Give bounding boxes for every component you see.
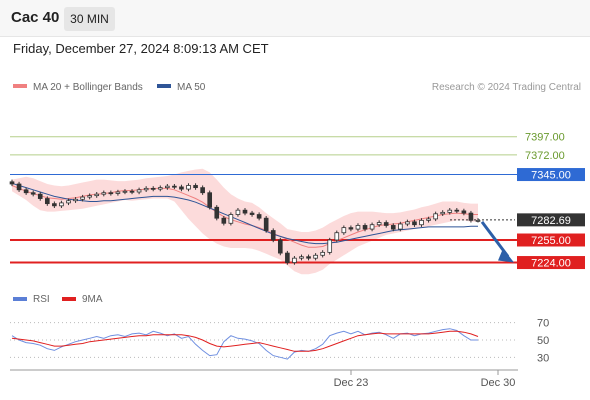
indicator-tick-label: 30 [537,352,549,364]
candle-body [320,251,325,256]
candle-body [150,187,156,190]
level-label: 7397.00 [525,132,565,144]
candle-body [73,198,78,202]
candle-body [9,181,15,185]
candle-body [277,239,283,254]
level-label-box [517,233,585,247]
candle-body [143,187,149,191]
candle-body [433,213,438,220]
legend-label: MA 20 + Bollinger Bands [33,82,143,93]
candle-body [334,232,340,241]
candle-body [52,203,57,207]
level-label-box [517,213,585,227]
candle-body [242,209,248,214]
candle-body [362,225,368,230]
candle-body [475,219,481,222]
candle-body [37,193,43,199]
candle-body [398,223,403,230]
candle-body [16,183,22,191]
candle-body [235,209,241,215]
chart-credit: Research © 2024 Trading Central [432,82,581,93]
level-label: 7345.00 [531,170,571,182]
candle-body [440,211,446,215]
candle-body [221,217,227,224]
candle-body [59,202,64,207]
candle-body [129,190,135,193]
candle-body [355,225,361,230]
candle-body [172,185,177,188]
timeframe-button[interactable]: 30 MIN [64,7,115,31]
candle-body [87,195,92,198]
candle-body [341,227,347,234]
candle-body [405,221,410,225]
candle-body [292,257,297,263]
forecast-arrow-head [498,248,514,263]
indicator-legend-label: RSI [33,294,50,305]
candle-body [186,185,191,190]
candle-body [136,189,142,193]
top-bar: Cac 40 30 MIN [0,0,590,37]
candle-body [200,187,205,194]
x-tick-label: Dec 30 [481,377,516,389]
candle-body [193,185,198,189]
candle-body [299,256,304,259]
candle-body [94,193,100,197]
candle-body [228,214,234,224]
candle-body [263,217,269,231]
legend-swatch [13,84,27,88]
candle-body [447,209,453,213]
level-label-box [517,168,585,182]
candle-body [101,192,107,195]
candle-body [207,192,213,208]
candle-body [390,225,396,230]
chart-datetime: Friday, December 27, 2024 8:09:13 AM CET [13,41,269,56]
candle-body [306,256,311,259]
candle-body [249,212,255,215]
candle-body [30,192,36,195]
candle-body [157,187,163,190]
candle-body [376,222,382,226]
legend-swatch [157,84,171,88]
level-label: 7372.00 [525,150,565,162]
x-tick-label: Dec 23 [334,377,369,389]
level-label: 7224.00 [531,258,571,270]
candle-body [468,212,474,221]
candle-body [369,224,375,230]
candle-body [165,185,170,189]
level-label: 7255.00 [531,235,571,247]
candle-body [383,222,389,226]
candle-body [179,186,184,190]
candle-body [115,191,121,194]
candle-body [270,230,276,241]
candle-body [461,210,467,214]
candle-body [454,209,460,212]
legend-label: MA 50 [177,82,206,93]
candle-body [426,218,431,221]
candle-body [313,254,318,259]
indicator-legend-swatch [62,297,76,301]
symbol-title: Cac 40 [11,9,60,26]
rsi-ma9-line [11,330,479,352]
candle-body [66,200,71,204]
candle-body [327,239,333,253]
candle-body [80,196,85,200]
level-label-box [517,256,585,270]
indicator-tick-label: 50 [537,335,549,347]
candle-body [348,227,354,230]
candle-body [412,221,417,226]
candle-body [122,190,128,193]
candle-body [214,206,220,219]
candle-body [419,219,424,226]
indicator-tick-label: 70 [537,318,549,330]
candle-body [285,252,290,263]
candle-body [256,214,262,219]
candle-body [108,192,114,195]
candle-body [44,198,50,205]
indicator-legend-swatch [13,297,27,301]
bollinger-band [12,168,478,275]
level-label: 7282.69 [531,215,571,227]
candle-body [23,189,29,194]
indicator-legend-label: 9MA [82,294,103,305]
